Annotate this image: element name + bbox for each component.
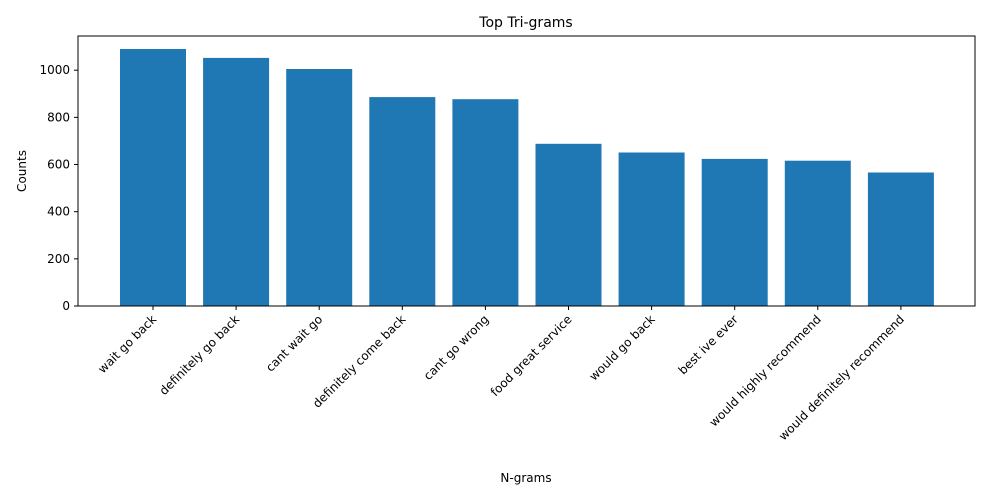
- bar: [120, 49, 186, 306]
- bar: [618, 152, 685, 306]
- y-tick-label: 600: [47, 158, 70, 172]
- y-tick-label: 200: [47, 252, 70, 266]
- x-tick-label: food great service: [488, 312, 575, 399]
- x-tick-label: best ive ever: [676, 312, 741, 377]
- y-axis-label: Counts: [15, 150, 29, 192]
- x-tick-label: definitely go back: [157, 312, 243, 398]
- bar: [784, 160, 851, 306]
- x-tick-label: definitely come back: [310, 312, 408, 410]
- bar: [535, 143, 602, 306]
- bar: [369, 97, 436, 306]
- bar: [203, 57, 270, 307]
- y-tick-label: 1000: [39, 63, 70, 77]
- x-tick-label: would go back: [586, 312, 657, 383]
- y-tick-label: 400: [47, 205, 70, 219]
- y-axis-ticks: 0 200 400 600 800 1000: [39, 63, 78, 313]
- x-tick-label: wait go back: [95, 312, 159, 376]
- bar: [286, 69, 353, 306]
- bar: [867, 172, 934, 306]
- plot-frame: [77, 35, 976, 307]
- y-tick-label: 800: [47, 110, 70, 124]
- y-tick-label: 0: [62, 299, 70, 313]
- bars-group: [120, 49, 934, 307]
- bar: [452, 99, 519, 306]
- x-tick-label: cant go wrong: [421, 312, 492, 383]
- chart-title: Top Tri-grams: [478, 15, 572, 31]
- bar: [701, 158, 768, 306]
- x-tick-label: cant wait go: [263, 312, 325, 374]
- x-axis-label: N-grams: [500, 471, 551, 485]
